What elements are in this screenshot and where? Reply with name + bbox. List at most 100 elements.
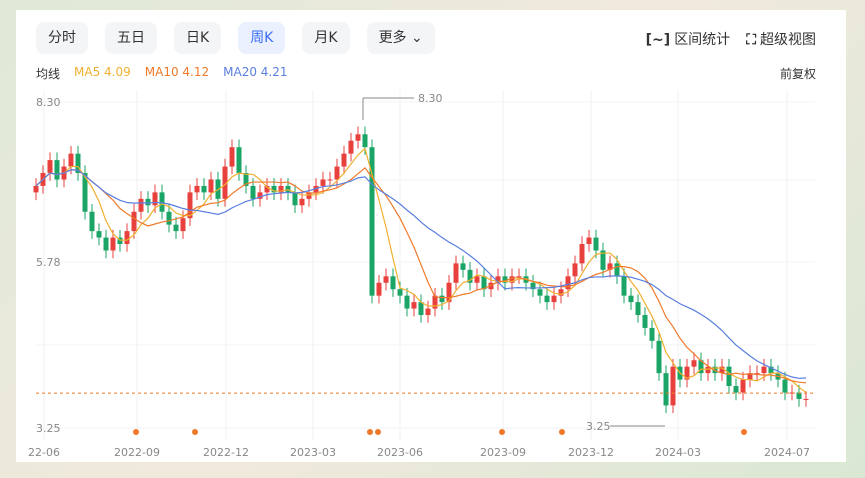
tab-five-day[interactable]: 五日 [105,22,157,54]
event-dot[interactable] [375,429,381,435]
candle-body [719,366,725,374]
ma10-line [35,166,807,384]
candle-body [572,263,578,277]
candle-body [663,373,669,406]
candle-body [418,302,424,316]
super-view-button[interactable]: ⛶ 超级视图 [746,29,816,49]
candle-body [425,308,431,316]
candle-body [201,185,207,193]
y-label-min: 3.25 [36,422,61,435]
candle-body [551,295,557,303]
event-dot[interactable] [192,429,198,435]
ma20-value: MA20 4.21 [223,65,288,79]
candle-body [355,134,361,141]
candle-body [243,173,249,186]
candle-body [684,366,690,380]
kline-card: 分时 五日 日K 周K 月K 更多 ⌄ [~] 区间统计 ⛶ 超级视图 均线 MA5… [16,10,846,462]
candle-body [376,282,382,296]
x-label: 2023-09 [480,446,526,459]
candle-body [124,231,130,245]
tab-weekly-k[interactable]: 周K [238,22,286,54]
candle-body [656,340,662,374]
candle-body [236,147,242,174]
candle-body [439,295,445,303]
candle-body [271,185,277,193]
y-label-mid: 5.78 [36,256,61,269]
ma5-line [35,147,807,393]
tab-monthly-k[interactable]: 月K [302,22,350,54]
candle-body [754,373,760,375]
adjust-selector[interactable]: 前复权 [779,67,816,81]
candle-body [278,185,284,193]
candle-body [586,237,592,245]
candle-body [698,360,704,374]
ma-legend: 均线 MA5 4.09 MA10 4.12 MA20 4.21 [36,65,288,82]
candle-body [558,289,564,296]
candle-body [432,295,438,309]
range-stats-button[interactable]: [~] 区间统计 [646,29,731,49]
candle-body [166,211,172,225]
candle-body [383,276,389,283]
x-label: 2022-12 [203,446,249,459]
candle-body [96,231,102,238]
candle-body [642,315,648,328]
candle-body [180,218,186,232]
ma5-value: MA5 4.09 [74,65,131,79]
candle-body [747,373,753,380]
candle-body [740,379,746,393]
candle-body [313,185,319,193]
candle-body [397,289,403,296]
candle-body [306,192,312,199]
candle-body [222,166,228,199]
candle-body [502,276,508,283]
ma20-line [35,169,807,379]
candle-body [768,366,774,374]
candle-body [320,179,326,186]
candle-body [362,134,368,148]
candle-body [194,185,200,193]
candle-body [628,295,634,303]
event-dot[interactable] [133,429,139,435]
candle-body [208,179,214,193]
candle-body [117,237,123,245]
candle-body [705,366,711,374]
candle-body [453,263,459,283]
candle-body [761,366,767,374]
candle-body [404,295,410,309]
candle-body [782,379,788,393]
candle-body [544,295,550,303]
event-dot[interactable] [741,429,747,435]
tab-intraday[interactable]: 分时 [36,22,88,54]
candle-body [733,386,739,393]
event-dot[interactable] [499,429,505,435]
x-label: 22-06 [28,446,60,459]
fullscreen-icon: ⛶ [746,32,756,48]
candle-body [292,192,298,206]
range-stats-icon: [~] [645,32,671,48]
candle-body [264,185,270,193]
candle-body [110,237,116,251]
tab-more[interactable]: 更多 ⌄ [366,22,435,54]
x-label: 2024-03 [655,446,701,459]
event-dot[interactable] [559,429,565,435]
candle-body [565,276,571,290]
x-label: 2023-12 [568,446,614,459]
candle-body [803,398,809,400]
candle-body [607,263,613,270]
candle-body [670,366,676,406]
candle-body [446,282,452,303]
event-dot[interactable] [367,429,373,435]
candle-body [138,198,144,212]
candle-body [152,192,158,206]
period-tabs: 分时 五日 日K 周K 月K 更多 ⌄ [36,22,435,54]
candle-body [145,198,151,206]
tab-daily-k[interactable]: 日K [174,22,222,54]
candle-body [691,360,697,367]
candle-body [159,192,165,212]
candle-body [341,153,347,167]
candle-body [187,192,193,219]
candle-body [509,276,515,283]
candle-body [334,166,340,180]
x-label: 2023-06 [377,446,423,459]
